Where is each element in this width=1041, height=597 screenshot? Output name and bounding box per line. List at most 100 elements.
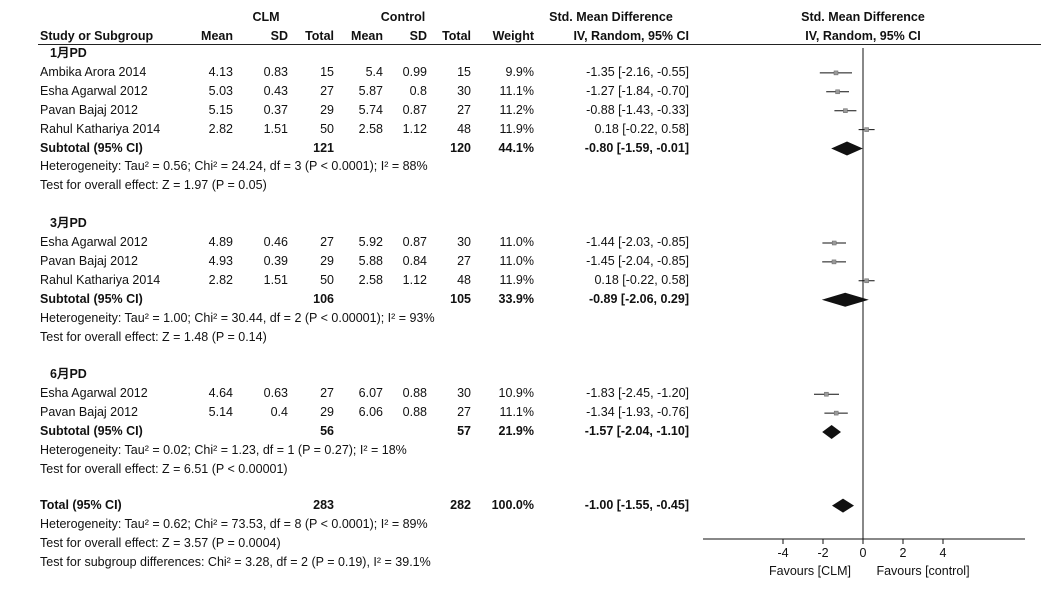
- study-sd-clm: 0.83: [263, 64, 288, 79]
- study-total-clm: 29: [320, 102, 334, 117]
- study-sd-clm: 0.63: [263, 386, 288, 401]
- study-ci: -1.44 [-2.03, -0.85]: [586, 235, 689, 249]
- study-name: Esha Agarwal 2012: [40, 83, 148, 98]
- plot-title: Std. Mean Difference: [801, 10, 925, 24]
- subtotal-weight: 21.9%: [498, 424, 534, 438]
- study-mean-clm: 4.64: [208, 386, 233, 401]
- x-tick-label: 2: [899, 546, 907, 560]
- study-mean-control: 2.58: [358, 121, 383, 136]
- study-mean-control: 2.58: [358, 272, 383, 287]
- subtotal-total-control: 105: [450, 291, 471, 306]
- study-point: [833, 410, 839, 416]
- subtotal-diamond: [831, 141, 863, 156]
- study-name: Esha Agarwal 2012: [40, 235, 148, 249]
- study-ci: -1.45 [-2.04, -0.85]: [586, 253, 689, 268]
- study-mean-clm: 2.82: [208, 121, 233, 136]
- smd-column-title: Std. Mean Difference: [549, 10, 673, 24]
- study-point: [831, 240, 837, 246]
- overall-effect-text: Test for overall effect: Z = 6.51 (P < 0…: [40, 461, 288, 476]
- group-clm-header: CLM: [252, 10, 280, 24]
- study-mean-control: 6.06: [358, 405, 383, 420]
- study-sd-control: 1.12: [402, 121, 427, 136]
- subgroup-title: 3月PD: [50, 216, 87, 231]
- study-point: [831, 259, 837, 265]
- study-sd-control: 0.88: [402, 405, 427, 420]
- study-total-control: 27: [457, 102, 471, 117]
- study-mean-clm: 2.82: [208, 272, 233, 287]
- x-tick-label: -4: [777, 546, 789, 560]
- study-weight: 11.2%: [499, 102, 534, 117]
- study-mean-clm: 5.03: [208, 83, 233, 98]
- study-ci: 0.18 [-0.22, 0.58]: [594, 272, 689, 287]
- col-header-weight: Weight: [492, 29, 534, 43]
- study-name: Pavan Bajaj 2012: [40, 102, 138, 117]
- col-header-mean-control: Mean: [351, 29, 383, 43]
- header-rule: [38, 44, 1041, 45]
- study-sd-clm: 1.51: [263, 272, 288, 287]
- subtotal-weight: 33.9%: [498, 291, 534, 306]
- heterogeneity-text: Heterogeneity: Tau² = 0.02; Chi² = 1.23,…: [40, 442, 407, 457]
- overall-effect-text: Test for overall effect: Z = 1.48 (P = 0…: [40, 329, 267, 344]
- subgroup-title: 1月PD: [50, 46, 87, 60]
- study-name: Pavan Bajaj 2012: [40, 405, 138, 420]
- study-point: [864, 127, 869, 132]
- study-total-clm: 27: [320, 386, 334, 401]
- study-total-control: 48: [457, 121, 471, 136]
- subtotal-weight: 44.1%: [498, 140, 534, 155]
- heterogeneity-text: Heterogeneity: Tau² = 1.00; Chi² = 30.44…: [40, 310, 435, 325]
- study-sd-clm: 0.43: [263, 83, 288, 98]
- study-weight: 11.0%: [499, 235, 534, 249]
- col-header-total-control: Total: [442, 29, 471, 43]
- study-mean-clm: 5.15: [208, 102, 233, 117]
- subgroup-title: 6月PD: [50, 367, 87, 382]
- study-total-clm: 29: [320, 405, 334, 420]
- study-name: Rahul Kathariya 2014: [40, 272, 161, 287]
- study-point: [843, 108, 848, 113]
- study-total-clm: 50: [320, 272, 334, 287]
- x-tick-label: 4: [939, 546, 947, 560]
- study-sd-clm: 1.51: [263, 121, 288, 136]
- total-ci: -1.00 [-1.55, -0.45]: [584, 497, 689, 512]
- group-control-header: Control: [380, 10, 426, 24]
- footer-overall-effect: Test for overall effect: Z = 3.57 (P = 0…: [40, 535, 281, 550]
- subtotal-total-clm: 121: [313, 140, 334, 155]
- subtotal-total-clm: 106: [313, 291, 334, 306]
- total-total-clm: 283: [313, 497, 334, 512]
- study-mean-clm: 4.93: [208, 253, 233, 268]
- study-sd-clm: 0.37: [263, 102, 288, 117]
- study-total-clm: 15: [320, 64, 334, 79]
- subtotal-label: Subtotal (95% CI): [40, 291, 143, 306]
- study-total-control: 30: [457, 235, 471, 249]
- x-tick-label: -2: [817, 546, 829, 560]
- study-sd-control: 0.88: [402, 386, 427, 401]
- heterogeneity-text: Heterogeneity: Tau² = 0.56; Chi² = 24.24…: [40, 159, 428, 174]
- footer-heterogeneity: Heterogeneity: Tau² = 0.62; Chi² = 73.53…: [40, 516, 428, 531]
- study-ci: -1.83 [-2.45, -1.20]: [586, 386, 689, 401]
- study-ci: -1.27 [-1.84, -0.70]: [586, 83, 689, 98]
- study-mean-control: 5.88: [358, 253, 383, 268]
- study-total-clm: 29: [320, 253, 334, 268]
- study-mean-control: 5.4: [365, 64, 383, 79]
- study-weight: 10.9%: [498, 386, 534, 401]
- study-total-control: 30: [457, 83, 471, 98]
- study-total-control: 27: [457, 405, 471, 420]
- study-name: Pavan Bajaj 2012: [40, 253, 138, 268]
- subtotal-label: Subtotal (95% CI): [40, 140, 143, 155]
- study-name: Rahul Kathariya 2014: [40, 121, 161, 136]
- col-header-total-clm: Total: [305, 29, 334, 43]
- study-weight: 11.1%: [499, 405, 534, 420]
- study-sd-control: 0.8: [409, 83, 427, 98]
- study-sd-control: 1.12: [402, 272, 427, 287]
- footer-subgroup-differences: Test for subgroup differences: Chi² = 3.…: [40, 554, 431, 569]
- subtotal-total-control: 57: [457, 424, 471, 438]
- study-total-clm: 50: [320, 121, 334, 136]
- study-ci: -1.34 [-1.93, -0.76]: [586, 405, 689, 420]
- study-sd-control: 0.87: [402, 102, 427, 117]
- study-point: [864, 278, 869, 284]
- study-sd-clm: 0.4: [270, 405, 288, 420]
- study-name: Esha Agarwal 2012: [40, 386, 148, 401]
- subtotal-diamond: [821, 292, 869, 307]
- subtotal-ci: -1.57 [-2.04, -1.10]: [584, 424, 689, 438]
- total-weight: 100.0%: [491, 497, 534, 512]
- subtotal-ci: -0.89 [-2.06, 0.29]: [588, 291, 689, 306]
